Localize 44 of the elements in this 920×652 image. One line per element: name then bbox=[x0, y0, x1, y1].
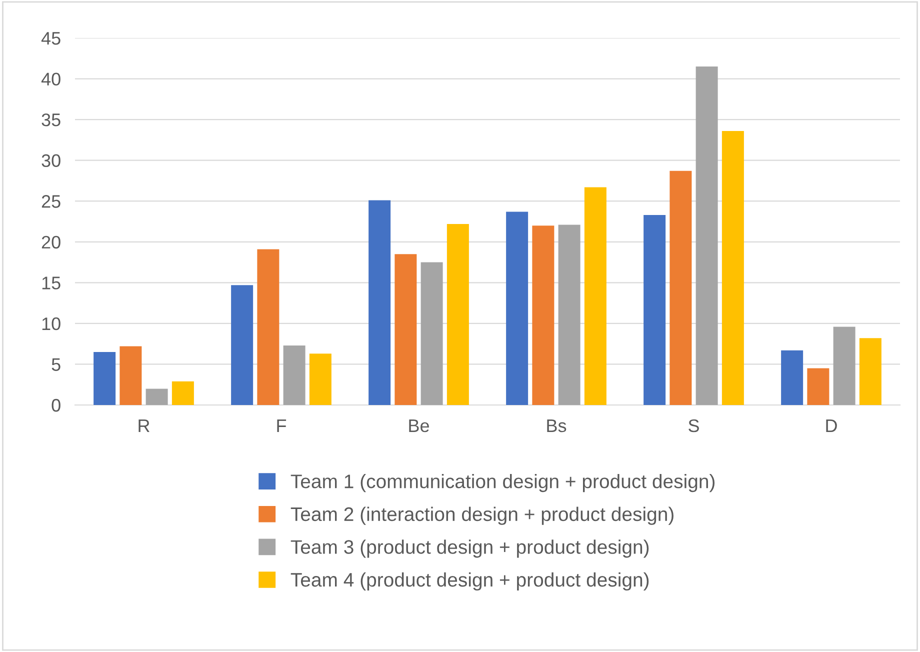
legend-label: Team 2 (interaction design + product design) bbox=[290, 506, 674, 525]
bar bbox=[532, 226, 554, 405]
bar bbox=[394, 254, 417, 405]
bar bbox=[420, 262, 443, 405]
y-tick-label: 40 bbox=[41, 72, 60, 86]
bar bbox=[506, 212, 528, 405]
bar bbox=[670, 170, 692, 405]
bar bbox=[833, 326, 856, 405]
bar bbox=[146, 388, 168, 405]
bar bbox=[722, 130, 744, 405]
bar bbox=[696, 66, 718, 405]
legend-label: Team 3 (product design + product design) bbox=[290, 540, 649, 558]
y-tick-label: 5 bbox=[52, 358, 60, 371]
bar bbox=[231, 285, 254, 405]
y-tick-label: 30 bbox=[42, 154, 60, 168]
x-tick-label: D bbox=[826, 420, 837, 432]
x-tick-label: F bbox=[277, 420, 286, 432]
x-tick-label: S bbox=[688, 419, 699, 432]
y-tick-label: 25 bbox=[42, 195, 60, 208]
bar bbox=[859, 338, 882, 405]
legend-label: Team 1 (communication design + product design) bbox=[290, 474, 715, 492]
bar bbox=[558, 224, 580, 405]
bar bbox=[120, 346, 142, 405]
bar bbox=[283, 345, 306, 405]
y-tick-label: 0 bbox=[52, 398, 60, 412]
bar bbox=[257, 249, 280, 405]
x-tick-label: Be bbox=[409, 420, 429, 432]
bar bbox=[368, 200, 391, 405]
bar bbox=[781, 350, 804, 405]
bar bbox=[644, 214, 666, 405]
y-tick-label: 20 bbox=[42, 236, 60, 249]
bar bbox=[446, 224, 469, 405]
y-tick-label: 35 bbox=[42, 113, 60, 126]
bar bbox=[584, 187, 606, 405]
bar bbox=[172, 381, 194, 405]
bar bbox=[807, 368, 830, 405]
x-tick-label: Bs bbox=[547, 420, 566, 432]
y-tick-label: 15 bbox=[42, 276, 60, 290]
legend-label: Team 4 (product design + product design) bbox=[290, 572, 649, 591]
bar bbox=[94, 352, 116, 405]
bar bbox=[309, 354, 332, 405]
x-tick-label: R bbox=[138, 420, 150, 432]
y-tick-label: 10 bbox=[42, 317, 60, 330]
y-tick-label: 45 bbox=[41, 32, 60, 45]
